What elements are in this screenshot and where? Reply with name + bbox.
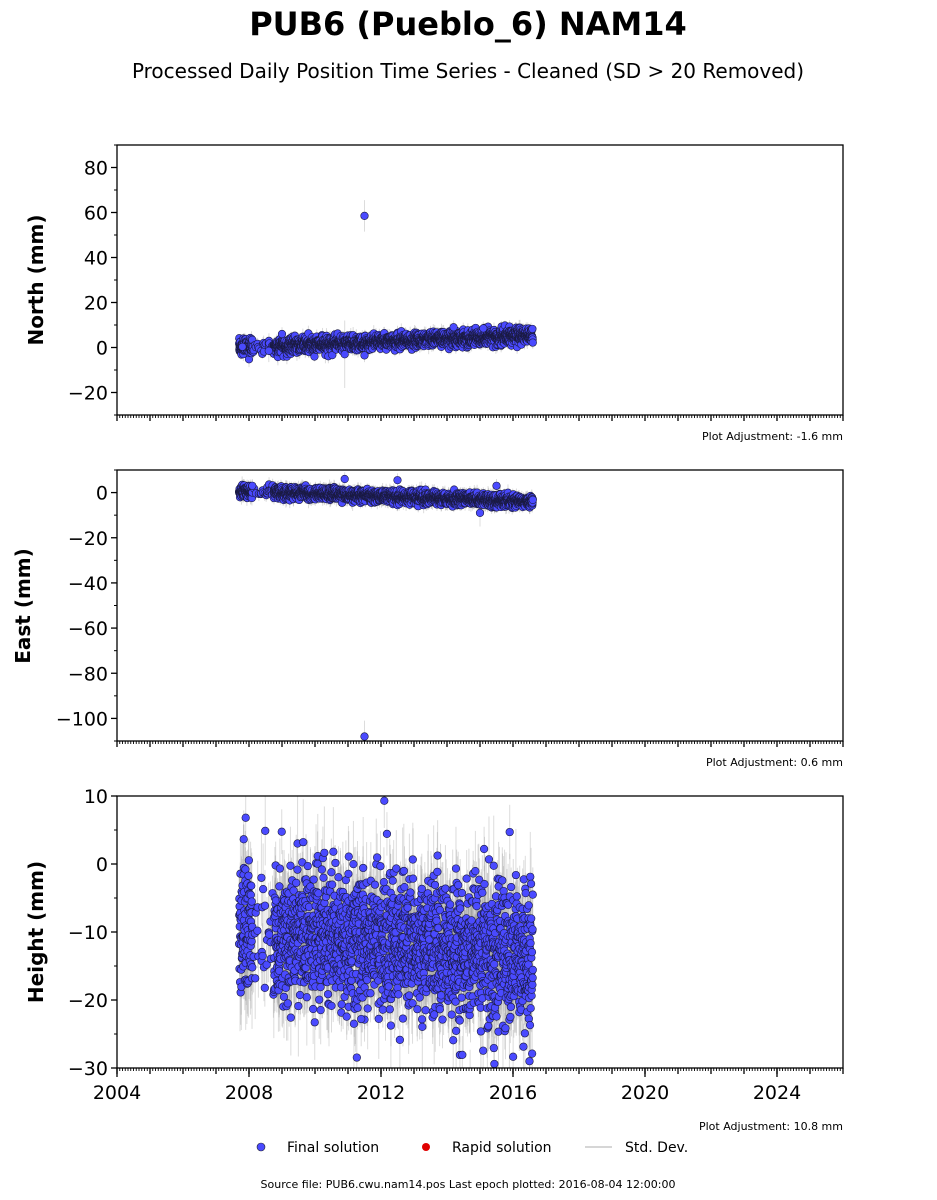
data-point bbox=[340, 350, 349, 359]
data-point bbox=[360, 351, 369, 360]
data-point bbox=[277, 329, 287, 339]
data-point bbox=[528, 338, 537, 347]
east-panel: −100−80−60−40−200 East (mm) Plot Adjustm… bbox=[11, 469, 844, 769]
data-point bbox=[238, 342, 247, 351]
data-point bbox=[264, 346, 273, 355]
north-ylabel: North (mm) bbox=[24, 214, 48, 345]
north-ytick-label: 0 bbox=[96, 338, 108, 360]
north-ytick-label: −20 bbox=[68, 383, 108, 405]
north-ytick-label: 20 bbox=[84, 293, 108, 315]
figure-title: PUB6 (Pueblo_6) NAM14 bbox=[249, 5, 687, 43]
data-point bbox=[528, 324, 537, 334]
north-ytick-label: 80 bbox=[84, 158, 108, 180]
data-point bbox=[479, 324, 488, 333]
north-plot-adjustment: Plot Adjustment: -1.6 mm bbox=[702, 430, 843, 443]
north-ytick-label: 60 bbox=[84, 203, 108, 225]
figure-subtitle: Processed Daily Position Time Series - C… bbox=[132, 59, 804, 83]
north-plot-frame bbox=[116, 144, 844, 416]
north-ytick-label: 40 bbox=[84, 248, 108, 270]
north-panel: −20 0 20 40 60 80 North (mm) Plot Adjustment:… bbox=[24, 144, 844, 443]
data-point bbox=[449, 323, 458, 332]
data-point bbox=[360, 211, 369, 220]
